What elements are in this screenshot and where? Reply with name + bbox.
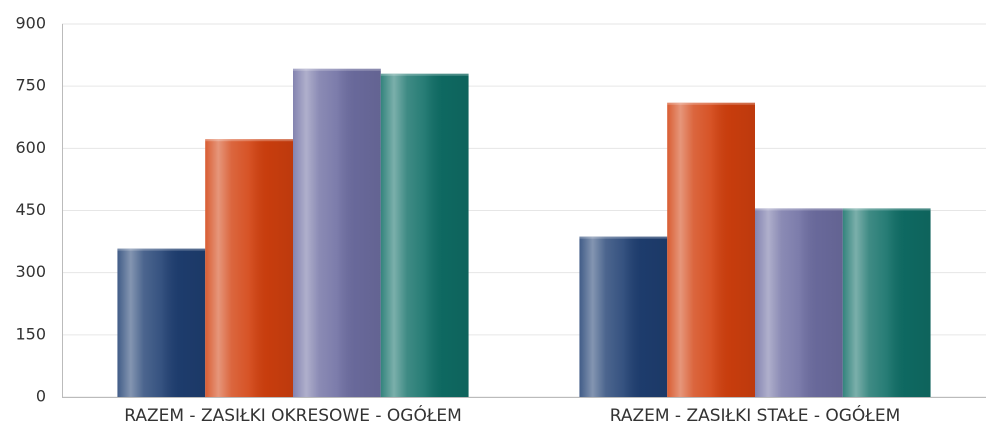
bars [117,68,931,397]
y-tick-label: 0 [36,387,46,406]
bar-cap [380,73,469,76]
y-tick-label: 900 [15,14,46,33]
bar-cap [842,208,931,211]
x-tick-label: RAZEM - ZASIŁKI STAŁE - OGÓŁEM [610,404,901,426]
y-tick-label: 750 [15,76,46,95]
y-tick-label: 300 [15,262,46,281]
y-tick-label: 600 [15,138,46,157]
bar-sheen [380,73,469,397]
bar-cap [755,208,843,211]
labels: 0 150 300 450 600 750 900 RAZEM - ZASIŁKI OKRES… [15,14,900,427]
bar-sheen [579,236,668,397]
x-tick-label: RAZEM - ZASIŁKI OKRESOWE - OGÓŁEM [124,404,462,426]
bar-cap [205,139,293,142]
bar-cap [579,236,668,239]
bar-sheen [842,208,931,397]
bar-sheen [205,139,293,397]
bar-sheen [293,68,381,397]
bar-cap [293,68,381,71]
bar-sheen [755,208,843,397]
bar-cap [667,102,755,105]
bar-cap [117,248,206,251]
y-tick-label: 150 [15,324,46,343]
bar-sheen [667,102,755,397]
bar-sheen [117,248,206,397]
y-tick-label: 450 [15,200,46,219]
